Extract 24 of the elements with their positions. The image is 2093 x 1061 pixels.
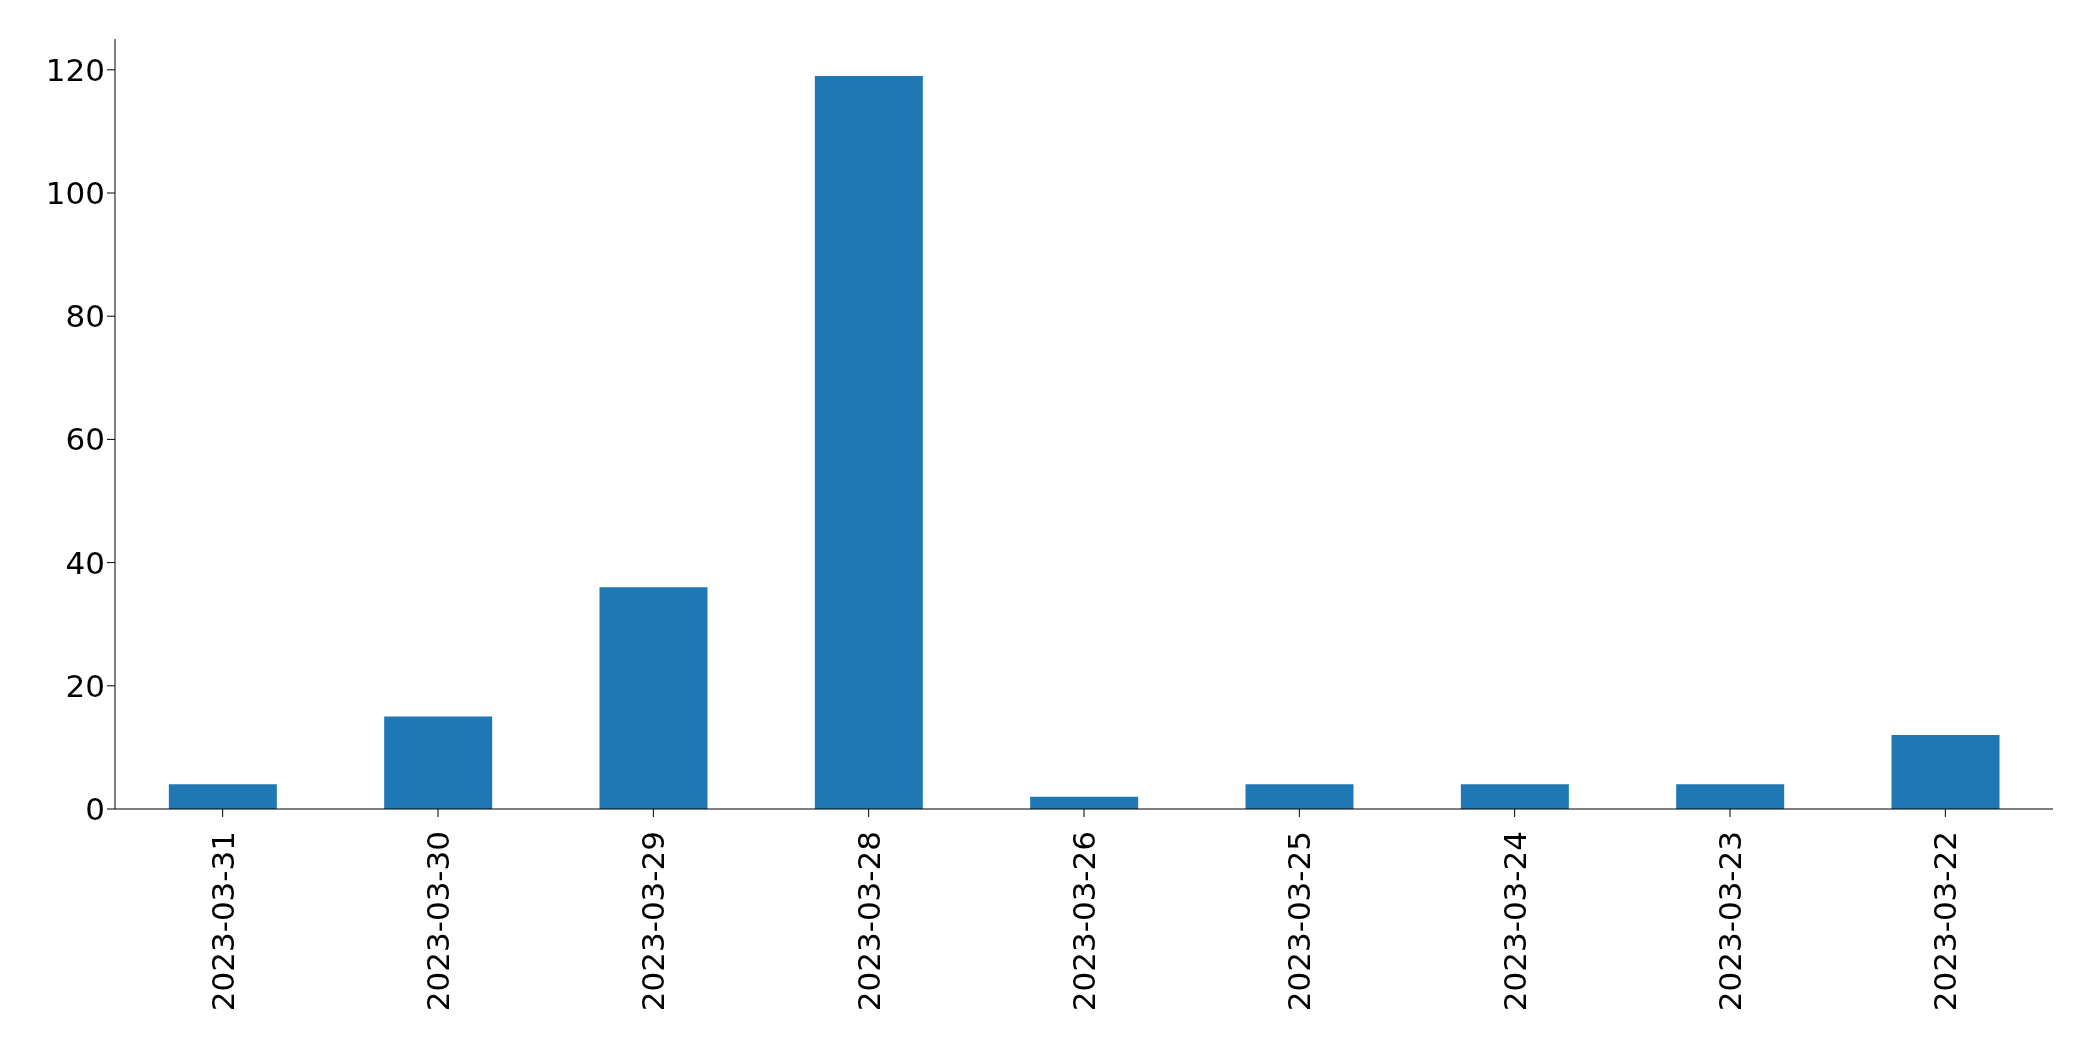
bar [599, 587, 708, 809]
bar [1245, 784, 1354, 809]
bar [384, 716, 493, 809]
bar [814, 75, 923, 809]
x-tick-label: 2023-03-24 [1496, 831, 1533, 1012]
y-tick-label: 60 [65, 421, 105, 458]
x-tick-label: 2023-03-23 [1712, 831, 1748, 1012]
bar [1676, 784, 1785, 809]
x-tick-label: 2023-03-28 [850, 831, 887, 1012]
x-tick-label: 2023-03-30 [420, 831, 456, 1012]
x-tick-label: 2023-03-22 [1927, 831, 1964, 1012]
y-tick-label: 20 [65, 667, 105, 704]
x-tick-label: 2023-03-25 [1281, 831, 1318, 1012]
y-tick-label: 80 [65, 298, 105, 335]
bar [1460, 784, 1569, 809]
x-tick-label: 2023-03-31 [204, 831, 241, 1012]
x-tick-label: 2023-03-29 [635, 831, 672, 1012]
bar [1891, 735, 2000, 809]
y-tick-label: 120 [45, 51, 105, 88]
y-tick-label: 40 [65, 544, 105, 581]
bar [168, 784, 277, 809]
x-tick-label: 2023-03-26 [1066, 831, 1102, 1012]
y-tick-label: 0 [85, 791, 105, 828]
y-tick-label: 100 [45, 175, 105, 212]
